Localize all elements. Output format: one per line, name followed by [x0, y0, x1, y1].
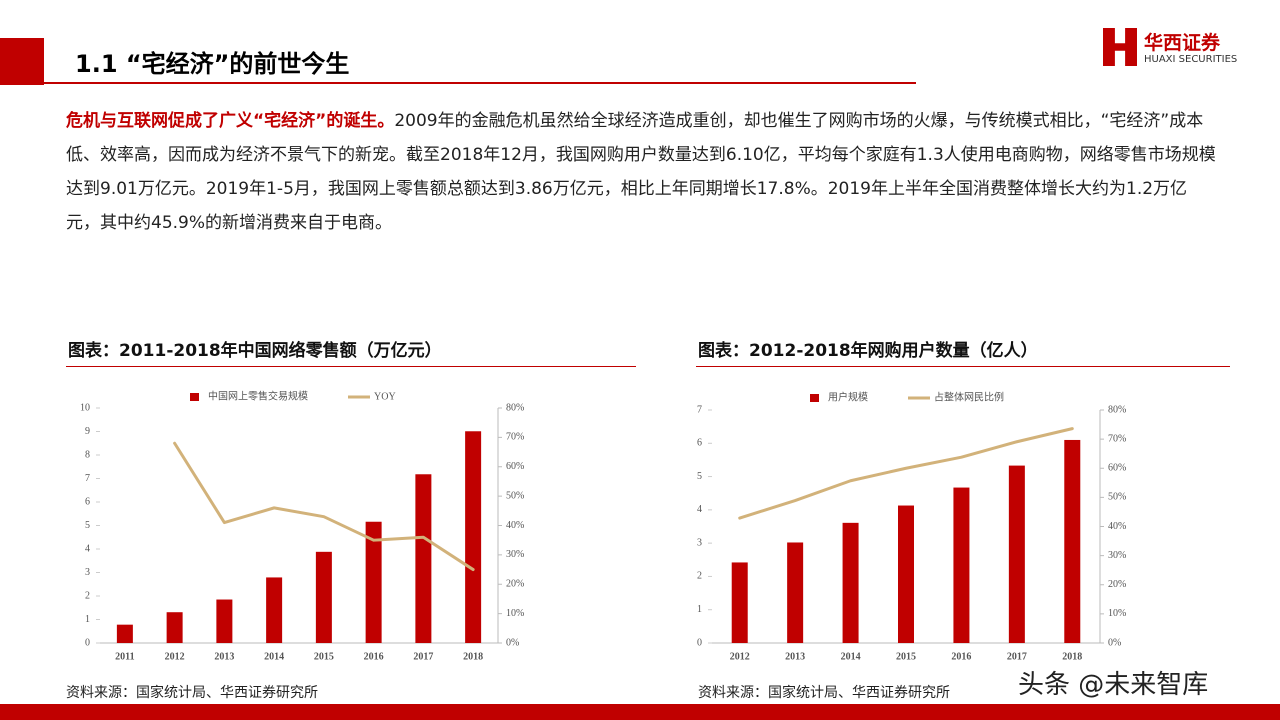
y2-tick-label: 20% — [506, 579, 524, 590]
bar — [266, 577, 283, 643]
chart-rule — [696, 366, 1230, 367]
x-tick-label: 2015 — [314, 651, 334, 662]
bar — [365, 521, 382, 643]
source-note: 资料来源：国家统计局、华西证券研究所 — [66, 685, 318, 701]
y2-tick-label: 70% — [506, 432, 524, 443]
x-tick-label: 2016 — [951, 651, 971, 662]
bar — [1008, 465, 1025, 643]
chart-rule — [66, 366, 636, 367]
x-tick-label: 2017 — [413, 651, 433, 662]
y-tick-label: 2 — [85, 590, 90, 601]
x-tick-label: 2013 — [785, 651, 805, 662]
bar — [166, 612, 183, 643]
x-tick-label: 2018 — [463, 651, 483, 662]
y2-tick-label: 0% — [1108, 637, 1121, 648]
y-tick-label: 5 — [85, 520, 90, 531]
legend-label: 中国网上零售交易规模 — [208, 389, 308, 402]
x-tick-label: 2014 — [841, 651, 861, 662]
y-tick-label: 1 — [85, 614, 90, 625]
bar — [953, 487, 970, 643]
y2-tick-label: 60% — [506, 461, 524, 472]
y-tick-label: 7 — [697, 404, 702, 415]
y2-tick-label: 30% — [506, 549, 524, 560]
x-tick-label: 2012 — [730, 651, 750, 662]
x-tick-label: 2016 — [364, 651, 384, 662]
logo-subtext: HUAXI SECURITIES — [1144, 54, 1238, 65]
y-tick-label: 7 — [85, 473, 90, 484]
y-tick-label: 10 — [80, 402, 90, 413]
header-rule — [44, 82, 916, 84]
x-tick-label: 2012 — [165, 651, 185, 662]
y-tick-label: 2 — [697, 571, 702, 582]
source-note: 资料来源：国家统计局、华西证券研究所 — [698, 685, 950, 701]
bar — [116, 624, 133, 643]
y2-tick-label: 30% — [1108, 550, 1126, 561]
legend-label: 占整体网民比例 — [934, 390, 1004, 403]
x-tick-label: 2013 — [214, 651, 234, 662]
y-tick-label: 4 — [697, 504, 702, 515]
y-tick-label: 0 — [85, 637, 90, 648]
y-tick-label: 3 — [85, 567, 90, 578]
y-tick-label: 1 — [697, 604, 702, 615]
x-tick-label: 2015 — [896, 651, 916, 662]
y-tick-label: 0 — [697, 637, 702, 648]
body-lead: 危机与互联网促成了广义“宅经济”的诞生。 — [66, 111, 395, 131]
legend-swatch — [810, 394, 819, 402]
footer-bar — [0, 704, 1280, 720]
chart-title: 图表：2011-2018年中国网络零售额（万亿元） — [68, 341, 442, 361]
x-tick-label: 2018 — [1062, 651, 1082, 662]
line — [738, 427, 1074, 520]
legend-label: 用户规模 — [828, 390, 868, 403]
y2-tick-label: 20% — [1108, 579, 1126, 590]
x-tick-label: 2017 — [1007, 651, 1027, 662]
y2-tick-label: 50% — [506, 490, 524, 501]
page-title: 1.1 “宅经济”的前世今生 — [75, 50, 350, 78]
y2-tick-label: 0% — [506, 637, 519, 648]
x-tick-label: 2014 — [264, 651, 284, 662]
y-tick-label: 6 — [697, 438, 702, 449]
body-text: 危机与互联网促成了广义“宅经济”的诞生。2009年的金融危机虽然给全球经济造成重… — [66, 104, 1216, 240]
logo-text: 华西证券 — [1144, 32, 1221, 54]
y2-tick-label: 10% — [506, 608, 524, 619]
bar — [315, 551, 332, 643]
body-rest: 2009年的金融危机虽然给全球经济造成重创，却也催生了网购市场的火爆，与传统模式… — [66, 111, 1216, 233]
bar — [898, 505, 914, 643]
y2-tick-label: 10% — [1108, 608, 1126, 619]
bar — [415, 474, 432, 643]
y2-tick-label: 40% — [506, 520, 524, 531]
legend-swatch — [190, 393, 199, 401]
bar — [731, 562, 748, 643]
y2-tick-label: 60% — [1108, 463, 1126, 474]
y2-tick-label: 70% — [1108, 433, 1126, 444]
legend-label: YOY — [374, 391, 396, 402]
y-tick-label: 4 — [85, 543, 90, 554]
watermark: 头条 @未来智库 — [1018, 664, 1209, 701]
x-tick-label: 2011 — [115, 651, 134, 662]
y-tick-label: 9 — [85, 426, 90, 437]
y2-tick-label: 50% — [1108, 492, 1126, 503]
y-tick-label: 5 — [697, 471, 702, 482]
bar — [465, 431, 482, 643]
chart-title: 图表：2012-2018年网购用户数量（亿人） — [698, 341, 1038, 361]
bar — [1064, 439, 1081, 643]
y-tick-label: 6 — [85, 496, 90, 507]
y2-tick-label: 40% — [1108, 521, 1126, 532]
bar — [216, 599, 233, 643]
bar — [842, 522, 859, 643]
y-tick-label: 8 — [85, 449, 90, 460]
y2-tick-label: 80% — [506, 402, 524, 413]
y-tick-label: 3 — [697, 537, 702, 548]
header-block — [0, 38, 44, 85]
line — [173, 441, 475, 572]
bar — [787, 542, 804, 643]
y2-tick-label: 80% — [1108, 404, 1126, 415]
